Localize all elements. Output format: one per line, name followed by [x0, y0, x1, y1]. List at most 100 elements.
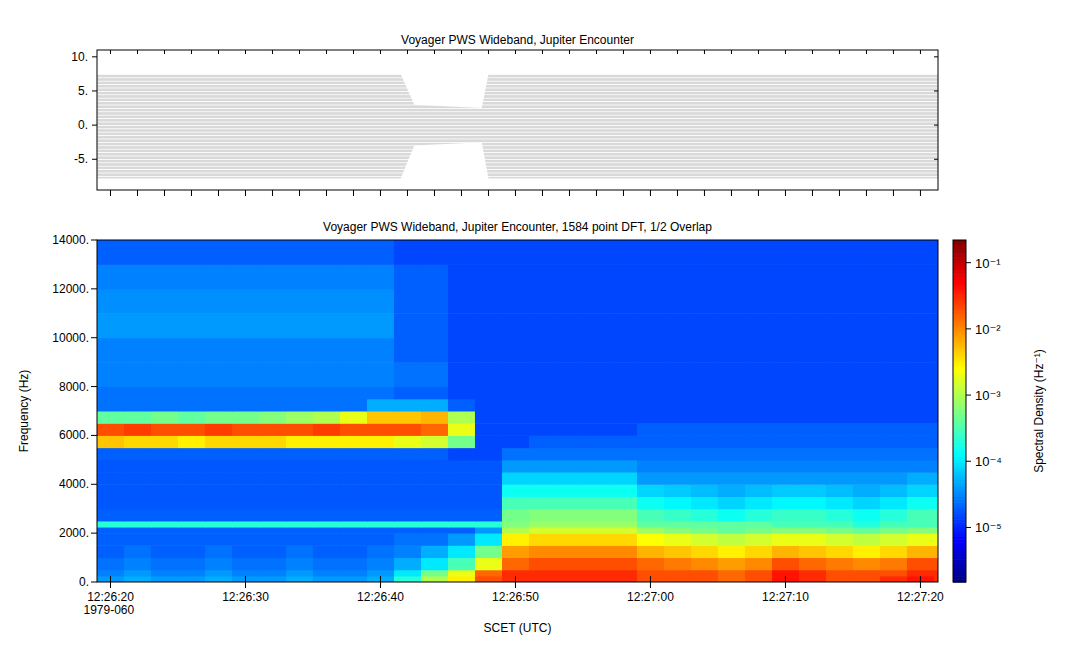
- heatmap-cell: [340, 545, 367, 558]
- heatmap-cell: [799, 558, 826, 571]
- heatmap-cell: [745, 362, 772, 387]
- heatmap-cell: [664, 521, 691, 528]
- heatmap-cell: [745, 448, 772, 461]
- x-tick: [380, 190, 381, 196]
- heatmap-cell: [151, 484, 178, 497]
- heatmap-cell: [232, 423, 259, 436]
- heatmap-cell: [664, 509, 691, 522]
- heatmap-cell: [394, 570, 421, 577]
- heatmap-cell: [313, 289, 340, 314]
- heatmap-cell: [664, 558, 691, 571]
- heatmap-cell: [583, 521, 610, 528]
- heatmap-cell: [826, 435, 853, 448]
- heatmap-cell: [934, 521, 938, 528]
- heatmap-cell: [394, 472, 421, 485]
- heatmap-cell: [286, 527, 313, 534]
- heatmap-cell: [772, 509, 799, 522]
- heatmap-cell: [124, 527, 151, 534]
- heatmap-cell: [664, 448, 691, 461]
- heatmap-cell: [502, 497, 529, 510]
- heatmap-cell: [286, 338, 313, 363]
- heatmap-cell: [502, 472, 529, 485]
- heatmap-cell: [124, 313, 151, 338]
- heatmap-cell: [826, 423, 853, 436]
- heatmap-cell: [826, 387, 853, 400]
- heatmap-cell: [205, 264, 232, 289]
- heatmap-cell: [475, 527, 502, 534]
- heatmap-cell: [718, 289, 745, 314]
- heatmap-cell: [178, 527, 205, 534]
- heatmap-cell: [583, 399, 610, 412]
- heatmap-cell: [664, 484, 691, 497]
- x-tick: [218, 50, 219, 54]
- heatmap-cell: [637, 533, 664, 546]
- heatmap-cell: [691, 558, 718, 571]
- y-tick: [91, 582, 97, 583]
- heatmap-cell: [367, 558, 394, 571]
- heatmap-cell: [529, 472, 556, 485]
- heatmap-cell: [799, 362, 826, 387]
- heatmap-cell: [610, 338, 637, 363]
- colorbar-frame: [953, 240, 966, 582]
- heatmap-cell: [934, 570, 938, 577]
- heatmap-cell: [448, 576, 475, 582]
- heatmap-cell: [853, 399, 880, 412]
- heatmap-cell: [367, 411, 394, 424]
- heatmap-cell: [313, 472, 340, 485]
- heatmap-cell: [448, 313, 475, 338]
- heatmap-cell: [799, 527, 826, 534]
- y-tick-label: 4000.: [59, 477, 89, 491]
- heatmap-cell: [799, 411, 826, 424]
- heatmap-cell: [718, 533, 745, 546]
- heatmap-cell: [448, 240, 475, 265]
- heatmap-cell: [556, 435, 583, 448]
- heatmap-cell: [394, 435, 421, 448]
- heatmap-cell: [799, 313, 826, 338]
- heatmap-cell: [772, 313, 799, 338]
- x-tick: [623, 50, 624, 54]
- heatmap-cell: [232, 570, 259, 577]
- heatmap-cell: [475, 558, 502, 571]
- heatmap-cell: [583, 509, 610, 522]
- heatmap-cell: [475, 497, 502, 510]
- heatmap-cell: [475, 399, 502, 412]
- heatmap-cell: [556, 387, 583, 400]
- y-tick: [91, 386, 97, 387]
- heatmap-cell: [394, 313, 421, 338]
- heatmap-cell: [610, 423, 637, 436]
- heatmap-cell: [340, 576, 367, 582]
- heatmap-cell: [934, 399, 938, 412]
- heatmap-cell: [934, 527, 938, 534]
- heatmap-cell: [772, 399, 799, 412]
- heatmap-cell: [124, 240, 151, 265]
- heatmap-cell: [718, 423, 745, 436]
- heatmap-cell: [394, 521, 421, 528]
- heatmap-cell: [772, 264, 799, 289]
- heatmap-cell: [340, 240, 367, 265]
- y-tick: [92, 56, 97, 57]
- heatmap-cell: [556, 289, 583, 314]
- heatmap-cell: [691, 387, 718, 400]
- x-tick: [650, 50, 651, 54]
- heatmap-cell: [880, 448, 907, 461]
- heatmap-cell: [448, 497, 475, 510]
- heatmap-cell: [934, 289, 938, 314]
- heatmap-cell: [556, 423, 583, 436]
- heatmap-cell: [340, 448, 367, 461]
- heatmap-cell: [529, 387, 556, 400]
- heatmap-cell: [151, 570, 178, 577]
- x-tick: [245, 190, 246, 196]
- heatmap-cell: [124, 576, 151, 582]
- heatmap-cell: [826, 576, 853, 582]
- heatmap-cell: [232, 497, 259, 510]
- title: Voyager PWS Wideband, Jupiter Encounter: [401, 33, 634, 47]
- heatmap-cell: [232, 264, 259, 289]
- heatmap-cell: [232, 313, 259, 338]
- heatmap-cell: [124, 545, 151, 558]
- x-tick: [758, 50, 759, 54]
- heatmap-cell: [502, 264, 529, 289]
- heatmap-cell: [286, 399, 313, 412]
- heatmap-cell: [880, 558, 907, 571]
- heatmap-cell: [583, 264, 610, 289]
- heatmap-cell: [259, 521, 286, 528]
